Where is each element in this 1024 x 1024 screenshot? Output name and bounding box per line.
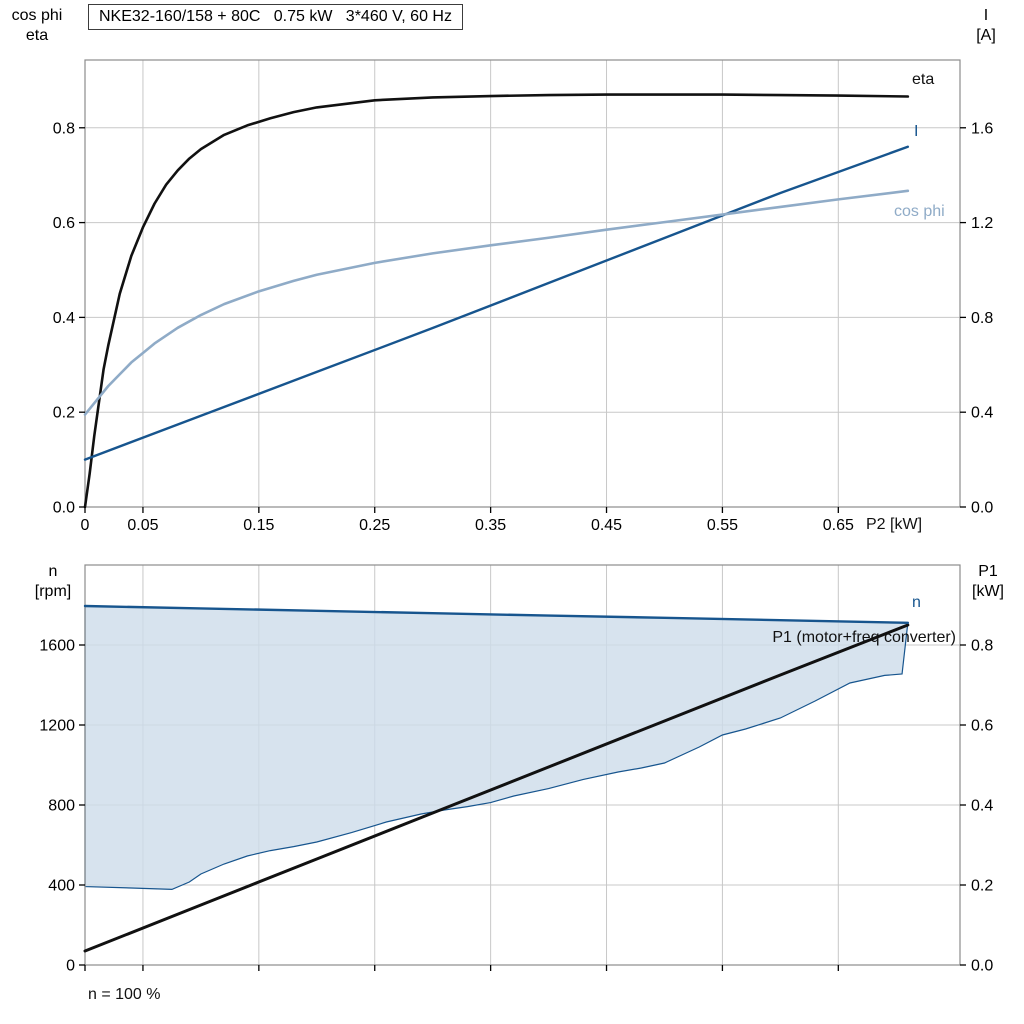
x-axis-tick-label: 0.65 (823, 517, 854, 534)
left-axis-tick-label: 0.4 (53, 310, 75, 327)
top-chart-left-axis-title: cos phi eta (4, 6, 70, 46)
series-n (83, 604, 910, 624)
plot-frame (84, 59, 961, 508)
right-axis-tick-label: 0.6 (971, 718, 993, 735)
power-axis-title-line1: P1 (978, 563, 998, 580)
left-axis-tick-label: 1200 (39, 718, 75, 735)
annotation-cos-phi: cos phi (894, 203, 945, 220)
x-axis-tick-label: 0.45 (591, 517, 622, 534)
x-axis-tick-label: 0.15 (243, 517, 274, 534)
x-axis-tick-label: 0.05 (127, 517, 158, 534)
right-axis-tick-label: 0.2 (971, 878, 993, 895)
bottom-chart-right-axis-title: P1 [kW] (960, 562, 1016, 602)
power-axis-title-line2: [kW] (972, 583, 1004, 600)
left-axis-tick-label: 800 (48, 798, 75, 815)
series-p1-motor-freq-converter (83, 623, 910, 953)
annotation-eta: eta (912, 71, 934, 88)
bottom-chart-left-axis-title: n [rpm] (22, 562, 84, 602)
speed-range-band (84, 605, 909, 891)
annotation-n-100: n = 100 % (88, 986, 161, 1003)
speed-axis-title-line1: n (48, 563, 58, 580)
speed-axis-title-line2: [rpm] (34, 583, 72, 600)
x-axis-tick-label: 0.55 (707, 517, 738, 534)
right-axis-tick-label: 0.0 (971, 500, 993, 517)
left-axis-title-line2: eta (25, 27, 49, 44)
right-axis-tick-label: 1.2 (971, 215, 993, 232)
left-axis-tick-label: 0.0 (53, 500, 75, 517)
series-cos-phi (83, 189, 910, 416)
right-axis-tick-label: 0.8 (971, 310, 993, 327)
plot-frame (84, 564, 961, 966)
annotation-p2-kw: P2 [kW] (866, 516, 922, 533)
annotation-n: n (912, 594, 921, 611)
left-axis-tick-label: 0.2 (53, 405, 75, 422)
right-axis-tick-label: 0.4 (971, 798, 993, 815)
right-axis-tick-label: 0.4 (971, 405, 993, 422)
annotation-i: I (914, 123, 918, 140)
right-axis-tick-label: 0.0 (971, 958, 993, 975)
x-axis-tick-label: 0.25 (359, 517, 390, 534)
top-chart-right-axis-title: I [A] (962, 6, 1010, 46)
right-axis-tick-label: 1.6 (971, 120, 993, 137)
left-axis-tick-label: 1600 (39, 638, 75, 655)
chart-title-box: NKE32-160/158 + 80C 0.75 kW 3*460 V, 60 … (88, 4, 463, 30)
x-axis-tick-label: 0.35 (475, 517, 506, 534)
right-axis-tick-label: 0.8 (971, 638, 993, 655)
left-axis-title-line1: cos phi (11, 7, 63, 24)
series-eta (83, 93, 910, 509)
left-axis-tick-label: 400 (48, 878, 75, 895)
left-axis-tick-label: 0.6 (53, 215, 75, 232)
left-axis-tick-label: 0 (66, 958, 75, 975)
annotation-p1-motor-freq-converter: P1 (motor+freq converter) (772, 629, 956, 646)
x-axis-tick-label: 0 (81, 517, 90, 534)
right-axis-title-line2: [A] (976, 27, 996, 44)
series-i (83, 145, 910, 461)
left-axis-tick-label: 0.8 (53, 120, 75, 137)
right-axis-title-line1: I (983, 7, 989, 24)
